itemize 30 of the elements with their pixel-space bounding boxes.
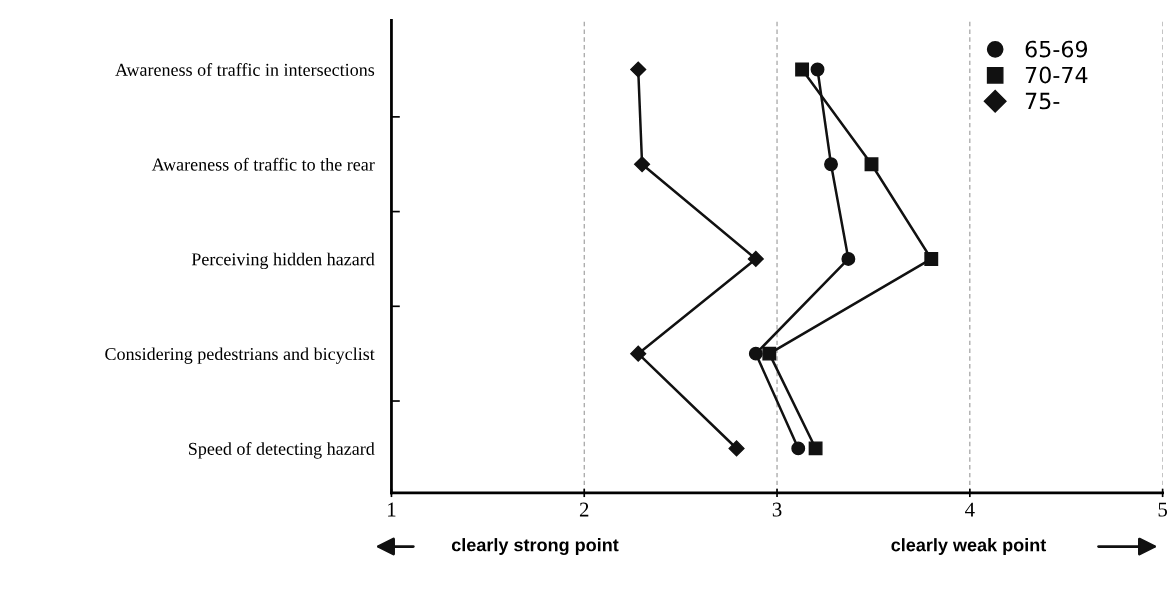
point — [810, 62, 825, 77]
point — [762, 346, 777, 361]
y-tick-label: Perceiving hidden hazard — [191, 252, 375, 270]
point — [824, 157, 838, 172]
text: clearly strong point — [451, 538, 619, 555]
point — [630, 345, 647, 362]
x-tick-label: 2 — [579, 502, 589, 517]
x-tick-label: 5 — [1158, 502, 1168, 517]
legend-label: 75- — [1025, 92, 1060, 110]
legend-label: 70-74 — [1025, 66, 1088, 84]
point — [924, 252, 939, 266]
point — [634, 156, 651, 173]
point — [630, 61, 647, 78]
point — [841, 252, 856, 266]
point — [747, 250, 764, 268]
x-tick-label: 1 — [388, 502, 396, 517]
y-tick-label: Considering pedestrians and bicyclist — [105, 347, 375, 364]
point — [808, 441, 823, 456]
x-tick-label: 4 — [965, 502, 975, 517]
x-tick-label: 3 — [772, 502, 782, 517]
point — [748, 346, 763, 361]
y-tick-label: Awareness of traffic to the rear — [151, 157, 375, 171]
y-tick-label: Awareness of traffic in intersections — [115, 63, 375, 76]
y-tick-label: Speed of detecting hazard — [188, 442, 375, 459]
point — [728, 440, 745, 457]
point — [795, 62, 810, 77]
text: clearly weak point — [891, 538, 1047, 555]
point — [864, 157, 879, 172]
point — [791, 441, 806, 456]
legend-label: 65-69 — [1025, 40, 1088, 58]
